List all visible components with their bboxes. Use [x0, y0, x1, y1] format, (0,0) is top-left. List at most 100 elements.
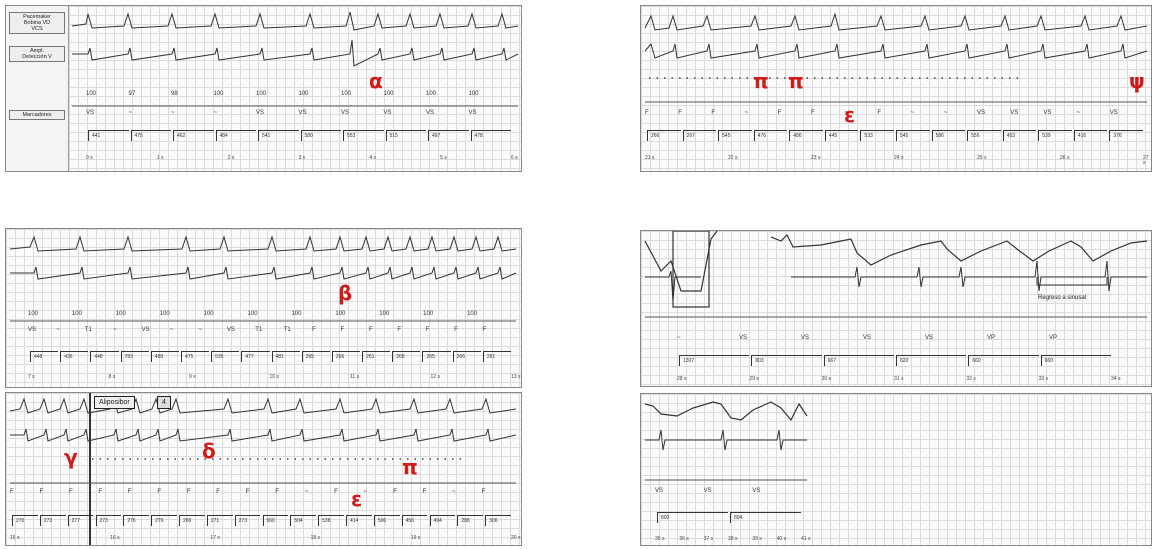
marker-value: 100 — [467, 311, 478, 317]
time-tick: 16 s — [110, 535, 120, 541]
time-tick: 10 s — [269, 374, 279, 380]
interval-box: 620 — [896, 355, 967, 366]
marker-label: F — [245, 489, 250, 495]
interval-box: 462 — [173, 130, 214, 141]
marker-label: F — [157, 489, 162, 495]
callout-button[interactable]: 4 — [157, 396, 171, 409]
interval-box: 556 — [967, 130, 1001, 141]
egm-trace — [645, 429, 807, 451]
marker-label: F — [645, 110, 649, 116]
interval-box: 560 — [262, 515, 289, 526]
marker-value: 100 — [115, 311, 126, 317]
ecg-traces — [9, 393, 517, 545]
interval-box: 261 — [482, 351, 511, 362]
marker-label: VS — [703, 488, 712, 494]
return-bracket — [1036, 277, 1108, 286]
time-tick: 38 s — [728, 536, 738, 542]
greek-psi: ψ — [1129, 69, 1145, 93]
time-tick: 39 s — [752, 536, 762, 542]
marker-label: F — [422, 489, 427, 495]
ecg-traces — [644, 231, 1148, 318]
interval-box: 414 — [346, 515, 372, 526]
time-tick: 4 s — [369, 155, 376, 161]
marker-value: 100 — [71, 311, 82, 317]
marker-value: 100 — [383, 91, 394, 97]
marker-label: F — [39, 489, 44, 495]
marker-value: 100 — [468, 91, 479, 97]
marker-label: ~ — [213, 110, 218, 116]
return-to-sinus-label: Regreso a sinusal — [1036, 295, 1089, 301]
time-tick: 36 s — [679, 536, 689, 542]
marker-value: 97 — [128, 91, 136, 97]
marker-label: VS — [383, 110, 392, 116]
marker-label: F — [777, 110, 782, 116]
ecg-traces — [9, 235, 517, 322]
surface-ecg-trace — [71, 11, 519, 31]
interval-box: 486 — [789, 130, 823, 141]
interval-box: 266 — [331, 351, 361, 362]
interval-box: 265 — [422, 351, 451, 362]
interval-box: 266 — [452, 351, 481, 362]
marker-value: 100 — [298, 91, 309, 97]
marker-label: F — [877, 110, 882, 116]
callout-label[interactable]: Aliposibor — [94, 396, 135, 409]
interval-box: 515 — [385, 130, 426, 141]
marker-label: VS — [341, 110, 350, 116]
time-tick: 18 s — [310, 535, 321, 541]
marker-label: T1 — [84, 327, 92, 333]
greek-alpha: α — [369, 69, 383, 93]
time-tick: 5 s — [440, 155, 447, 161]
surface-ecg-trace — [644, 12, 1148, 31]
marker-label: VS — [801, 335, 810, 341]
time-tick: 3 s — [298, 155, 306, 161]
time-tick: 32 s — [966, 376, 976, 382]
interval-box: 448 — [30, 351, 59, 362]
interval-box: 276 — [151, 515, 177, 526]
interval-box: 804 — [730, 512, 801, 523]
marker-label: ~ — [113, 327, 117, 333]
interval-box: 453 — [1002, 130, 1037, 141]
interval-box: 273 — [39, 515, 66, 526]
marker-label: VS — [977, 110, 986, 116]
surface-ecg-trace — [9, 397, 517, 414]
interval-box: 445 — [824, 130, 859, 141]
panel-middle-left: β 100 100 100 100 100 100 100 100 100 100 100 VS ~ T1… — [5, 228, 522, 388]
time-tick: 40 s — [776, 536, 787, 542]
marker-label: F — [186, 489, 191, 495]
marker-label: VS — [925, 335, 934, 341]
panel-bottom-right: VS VS VS 800 804 35 s 36 s 37 s 38 s 39 s 40 s 41 s — [640, 393, 1152, 546]
greek-epsilon: ε — [351, 487, 363, 511]
egm-trace — [72, 39, 519, 67]
marker-label: VS — [655, 488, 664, 494]
greek-delta: δ — [202, 439, 216, 463]
interval-box: 273 — [234, 515, 261, 526]
time-tick: 2 s — [227, 155, 235, 161]
marker-value: 100 — [291, 311, 302, 317]
interval-box: 475 — [130, 130, 171, 141]
large-deflection — [672, 231, 710, 308]
marker-label: F — [454, 327, 458, 333]
panel-bottom-left: Aliposibor 4 γ δ π ε F F F F F F F F F F ~ F ~ F F ~ F 27… — [5, 392, 522, 546]
time-tick: 34 s — [1111, 376, 1121, 382]
marker-label: ~ — [744, 110, 749, 116]
interval-box: 265 — [301, 351, 330, 362]
time-tick: 12 s — [430, 374, 440, 380]
time-tick: 31 s — [894, 376, 904, 382]
marker-value: 100 — [247, 311, 258, 317]
marker-value: 100 — [86, 91, 97, 97]
interval-box: 481 — [271, 351, 300, 362]
surface-ecg-trace — [9, 235, 517, 252]
sidebar: Pacemaker Bobina VD VCS Ampl. Detección … — [6, 6, 69, 171]
interval-box: 416 — [1073, 130, 1108, 141]
marker-label: VS — [86, 110, 95, 116]
greek-gamma: γ — [64, 445, 78, 469]
marker-value: 100 — [28, 311, 39, 317]
time-tick: 24 s — [894, 155, 904, 161]
interval-box: 539 — [1038, 130, 1072, 141]
time-tick: 19 s — [410, 535, 421, 541]
marker-value: 100 — [203, 311, 214, 317]
marker-label: F — [127, 489, 132, 495]
time-tick: 28 s — [677, 376, 687, 382]
interval-box: 306 — [485, 515, 511, 526]
marker-label: T1 — [283, 327, 291, 333]
